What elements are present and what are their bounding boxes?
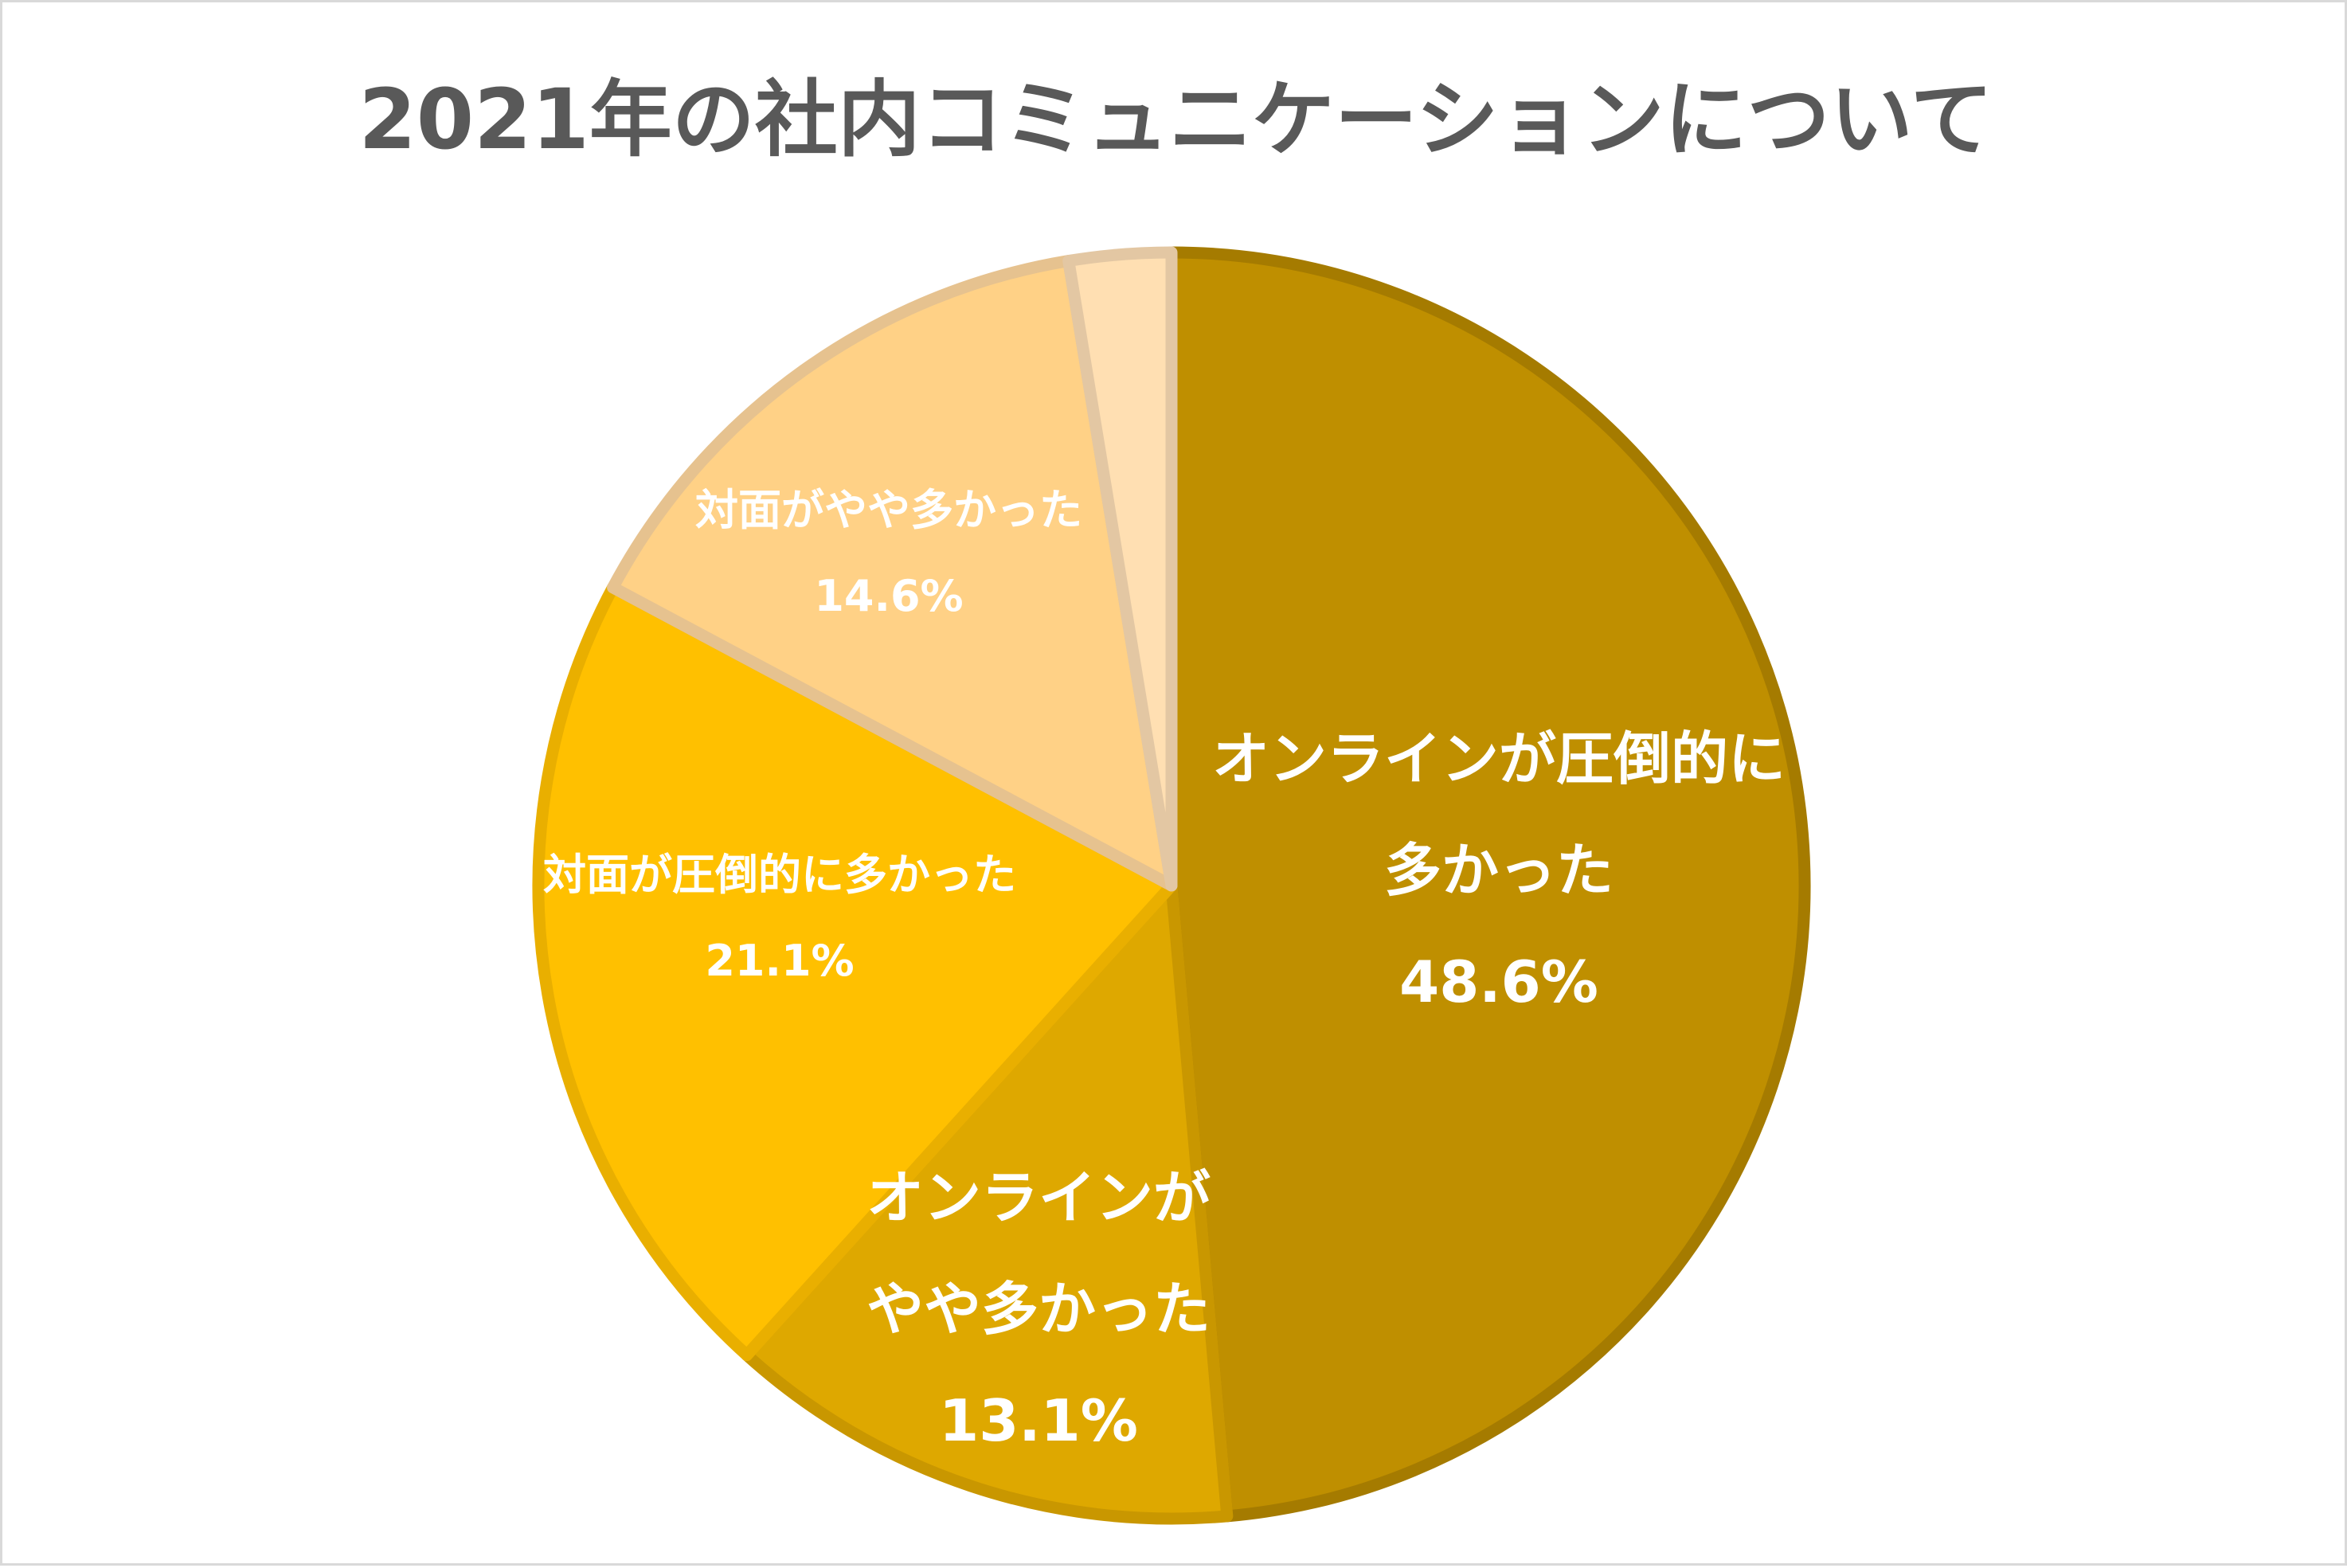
slice-category-label: オンラインが圧倒的に 多かった	[1211, 725, 1786, 904]
slice-value-label: 14.6%	[814, 571, 964, 621]
slice-value-label: 48.6%	[1399, 948, 1598, 1015]
pie-slice-3	[532, 581, 1178, 1362]
slice-value-label: 13.1%	[939, 1387, 1138, 1454]
pie-slice-4	[607, 255, 1178, 892]
pie-slice-1	[1165, 246, 1811, 1523]
slice-category-label: 対面が圧倒的に多かった	[543, 850, 1016, 900]
slice-category-label: オンラインが やや多かった	[866, 1164, 1211, 1343]
data-label-inperson-somewhat: 対面がやや多かった 14.6%	[695, 467, 1082, 639]
pie-slice-5	[1062, 246, 1178, 892]
pie-slice-2	[741, 879, 1234, 1525]
chart-title: 2021年の社内コミュニケーションについて	[358, 71, 1993, 168]
data-label-inperson-overwhelming: 対面が圧倒的に多かった 21.1%	[543, 832, 1016, 1004]
slice-category-label: 対面がやや多かった	[695, 485, 1082, 535]
slice-value-label: 21.1%	[705, 936, 855, 986]
data-label-online-somewhat: オンラインが やや多かった 13.1%	[866, 1142, 1211, 1476]
data-label-online-overwhelming: オンラインが圧倒的に 多かった 48.6%	[1212, 703, 1786, 1038]
